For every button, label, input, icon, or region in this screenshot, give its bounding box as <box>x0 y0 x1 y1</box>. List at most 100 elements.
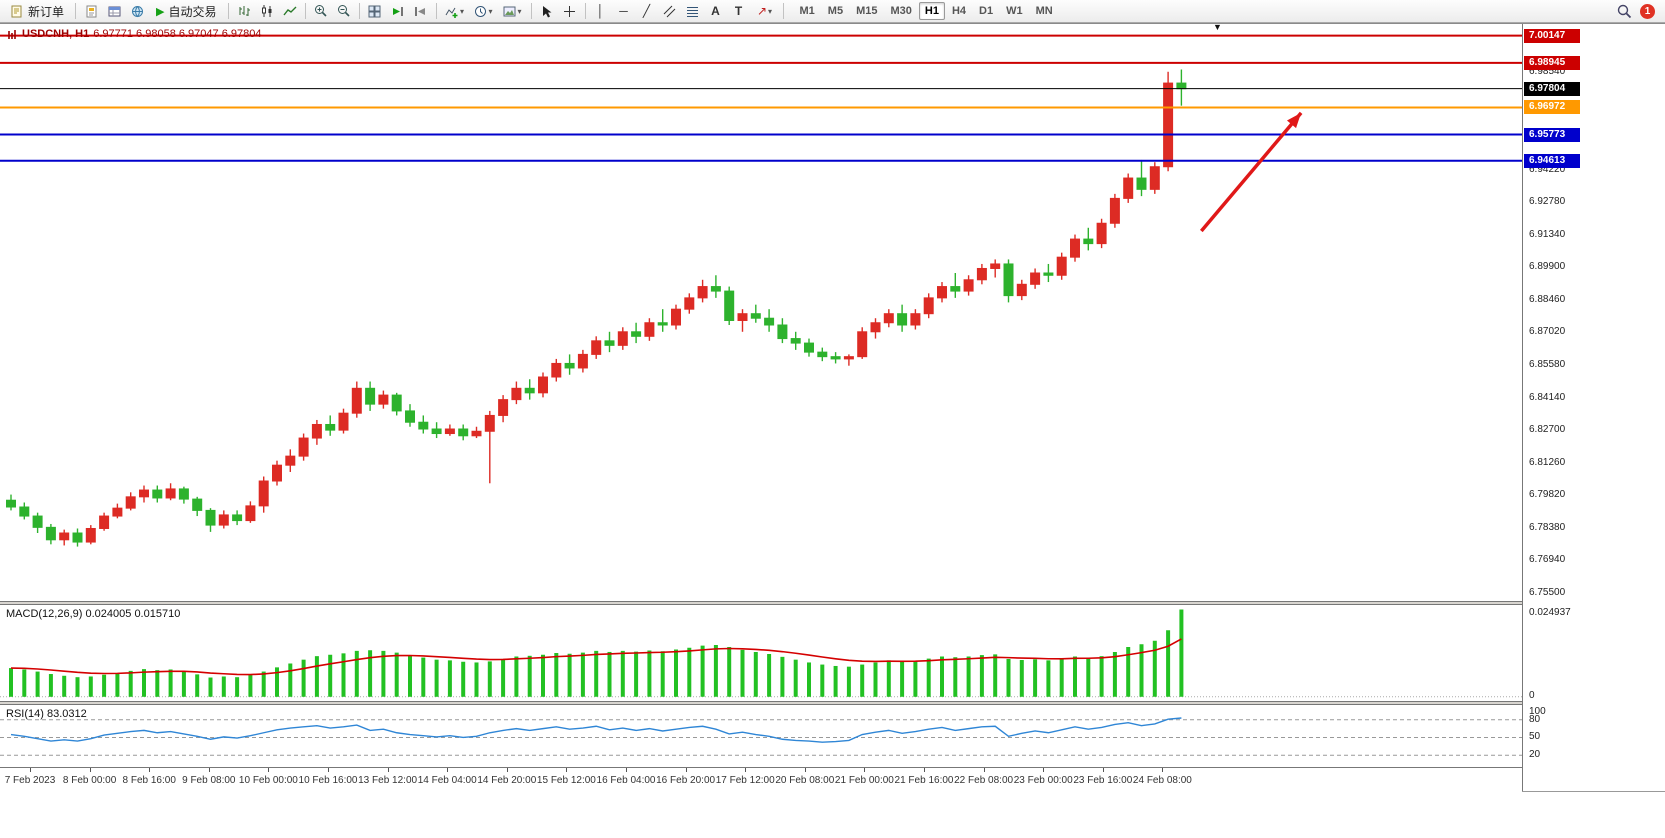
panel-splitter[interactable] <box>0 701 1522 705</box>
price-panel[interactable]: USDCNH, H1 6.97771 6.98058 6.97047 6.978… <box>0 24 1522 601</box>
price-axis-label: 6.81260 <box>1529 456 1566 468</box>
bar-chart-icon[interactable] <box>233 1 255 21</box>
timeframe-h4[interactable]: H4 <box>951 5 966 17</box>
vertical-line-icon[interactable]: │ <box>590 1 612 21</box>
rsi-chart-svg[interactable] <box>0 705 1522 767</box>
tile-windows-icon[interactable] <box>364 1 386 21</box>
globe-icon[interactable] <box>126 1 148 21</box>
timeframe-group: M1 M5 M15 M30 H1 H4 D1 W1 MN <box>794 2 1059 20</box>
channel-icon[interactable] <box>659 1 681 21</box>
separator <box>358 3 360 19</box>
templates-icon[interactable]: ▾ <box>499 1 527 21</box>
candlestick-chart-icon[interactable] <box>256 1 278 21</box>
price-tag-6.94613[interactable]: 6.94613 <box>1524 153 1580 168</box>
separator <box>75 3 77 19</box>
time-axis-label: 23 Feb 16:00 <box>1073 775 1133 786</box>
rsi-label: RSI(14) 83.0312 <box>6 708 87 720</box>
time-axis-label: 10 Feb 16:00 <box>298 775 358 786</box>
main-toolbar: 新订单 ▶ 自动交易 <box>0 0 1665 23</box>
price-axis-label: 6.91340 <box>1529 228 1566 240</box>
price-axis-label: 6.75500 <box>1529 586 1566 598</box>
autotrading-play-icon: ▶ <box>156 5 165 18</box>
rsi-panel[interactable]: RSI(14) 83.0312 <box>0 705 1522 767</box>
panel-splitter[interactable] <box>0 601 1522 605</box>
time-axis-label: 10 Feb 00:00 <box>238 775 298 786</box>
symbol-title: USDCNH, H1 <box>22 28 90 40</box>
macd-axis-max: 0.024937 <box>1529 607 1571 618</box>
price-axis-label: 6.82700 <box>1529 424 1566 436</box>
price-tag-6.95773[interactable]: 6.95773 <box>1524 127 1580 142</box>
autotrading-button[interactable]: ▶ 自动交易 <box>149 1 223 21</box>
separator <box>584 3 586 19</box>
macd-signal-line <box>10 638 1182 676</box>
table-icon[interactable] <box>103 1 125 21</box>
symbol-header: USDCNH, H1 6.97771 6.98058 6.97047 6.978… <box>7 28 261 40</box>
chart-window: USDCNH, H1 6.97771 6.98058 6.97047 6.978… <box>0 23 1665 792</box>
trendline-icon[interactable]: ╱ <box>636 1 658 21</box>
indicators-icon[interactable]: ▾ <box>441 1 469 21</box>
text-icon[interactable]: A <box>705 1 727 21</box>
time-axis-label: 8 Feb 16:00 <box>122 775 176 786</box>
zoom-in-icon[interactable] <box>310 1 332 21</box>
crosshair-icon[interactable] <box>559 1 581 21</box>
price-chart-svg[interactable] <box>0 24 1522 601</box>
auto-scroll-icon[interactable] <box>387 1 409 21</box>
rsi-level-label: 50 <box>1529 731 1541 743</box>
timeframe-m15[interactable]: M15 <box>856 5 878 17</box>
chart-shift-marker[interactable]: ▼ <box>1213 24 1222 32</box>
timeframe-d1[interactable]: D1 <box>979 5 994 17</box>
timeframe-m30[interactable]: M30 <box>890 5 912 17</box>
chart-shift-icon[interactable] <box>410 1 432 21</box>
fibonacci-icon[interactable] <box>682 1 704 21</box>
line-chart-icon[interactable] <box>279 1 301 21</box>
price-tag-6.98945[interactable]: 6.98945 <box>1524 55 1580 70</box>
search-icon[interactable] <box>1613 1 1635 21</box>
time-axis-label: 7 Feb 2023 <box>4 775 56 786</box>
time-tick <box>30 768 31 772</box>
horizontal-line-icon[interactable]: ─ <box>613 1 635 21</box>
notification-badge[interactable]: 1 <box>1640 3 1655 19</box>
time-axis-label: 22 Feb 08:00 <box>954 775 1014 786</box>
price-axis-label: 6.98540 <box>1529 66 1566 77</box>
price-tag-7.00147[interactable]: 7.00147 <box>1524 28 1580 43</box>
price-axis-label: 6.85580 <box>1529 359 1566 371</box>
time-tick <box>685 768 687 772</box>
ohlc-values: 6.97771 6.98058 6.97047 6.97804 <box>93 28 262 40</box>
new-order-button[interactable]: 新订单 <box>4 1 71 21</box>
time-axis-label: 13 Feb 12:00 <box>358 775 418 786</box>
time-axis-label: 9 Feb 08:00 <box>182 775 236 786</box>
price-axis[interactable]: 6.999806.985406.971006.956606.942206.927… <box>1522 24 1665 791</box>
price-tag-6.97804[interactable]: 6.97804 <box>1524 81 1580 96</box>
shapes-icon[interactable]: ↗ ▾ <box>751 1 779 21</box>
document-icon[interactable] <box>80 1 102 21</box>
time-axis[interactable]: 7 Feb 2023 8 Feb 00:00 8 Feb 16:00 9 Feb 08… <box>0 767 1522 792</box>
timeframe-m1[interactable]: M1 <box>799 5 815 17</box>
macd-panel[interactable]: MACD(12,26,9) 0.024005 0.015710 <box>0 605 1522 701</box>
timeframe-mn[interactable]: MN <box>1035 5 1053 17</box>
price-axis-label: 6.79820 <box>1529 489 1566 501</box>
cursor-icon[interactable] <box>536 1 558 21</box>
timeframe-w1[interactable]: W1 <box>1006 5 1023 17</box>
autotrading-label: 自动交易 <box>168 4 217 19</box>
timeframe-m5[interactable]: M5 <box>827 5 844 17</box>
macd-chart-svg[interactable] <box>0 605 1522 701</box>
time-tick <box>745 768 747 772</box>
periods-icon[interactable]: ▾ <box>470 1 498 21</box>
time-axis-label: 8 Feb 00:00 <box>62 775 117 786</box>
time-axis-label: 21 Feb 16:00 <box>894 775 954 786</box>
time-tick <box>924 768 925 772</box>
zoom-out-icon[interactable] <box>333 1 355 21</box>
price-axis-label: 6.89900 <box>1529 261 1566 273</box>
time-axis-label: 16 Feb 04:00 <box>596 775 656 786</box>
time-axis-label: 14 Feb 20:00 <box>477 775 537 786</box>
price-tag-6.96972[interactable]: 6.96972 <box>1524 100 1580 115</box>
price-axis-label: 6.94220 <box>1529 163 1566 175</box>
trend-arrow <box>1200 111 1303 233</box>
label-icon[interactable]: T <box>728 1 750 21</box>
arrow-tool-icon: ↗ <box>756 4 768 18</box>
time-axis-label: 23 Feb 00:00 <box>1013 775 1073 786</box>
macd-label: MACD(12,26,9) 0.024005 0.015710 <box>6 608 181 620</box>
timeframe-h1[interactable]: H1 <box>918 2 945 20</box>
new-order-label: 新订单 <box>28 4 65 19</box>
